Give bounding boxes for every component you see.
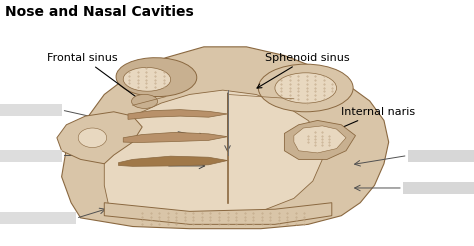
PathPatch shape	[118, 156, 228, 166]
Bar	[0, 213, 76, 224]
Text: Sphenoid sinus: Sphenoid sinus	[257, 53, 350, 88]
Ellipse shape	[123, 67, 171, 91]
Ellipse shape	[131, 94, 157, 108]
PathPatch shape	[128, 110, 228, 119]
PathPatch shape	[104, 90, 322, 218]
Text: Nose and Nasal Cavities: Nose and Nasal Cavities	[5, 5, 193, 19]
Text: Internal naris: Internal naris	[312, 107, 415, 141]
Bar	[0, 150, 62, 162]
PathPatch shape	[284, 121, 356, 159]
Ellipse shape	[258, 64, 353, 112]
Bar	[0, 104, 62, 116]
PathPatch shape	[104, 203, 332, 224]
Bar	[408, 150, 474, 162]
PathPatch shape	[57, 112, 142, 164]
Text: Frontal sinus: Frontal sinus	[47, 53, 141, 101]
Bar	[403, 182, 474, 194]
Ellipse shape	[116, 58, 197, 97]
PathPatch shape	[123, 132, 228, 142]
PathPatch shape	[294, 126, 346, 153]
Ellipse shape	[275, 73, 337, 103]
Ellipse shape	[78, 128, 107, 148]
PathPatch shape	[62, 47, 389, 229]
